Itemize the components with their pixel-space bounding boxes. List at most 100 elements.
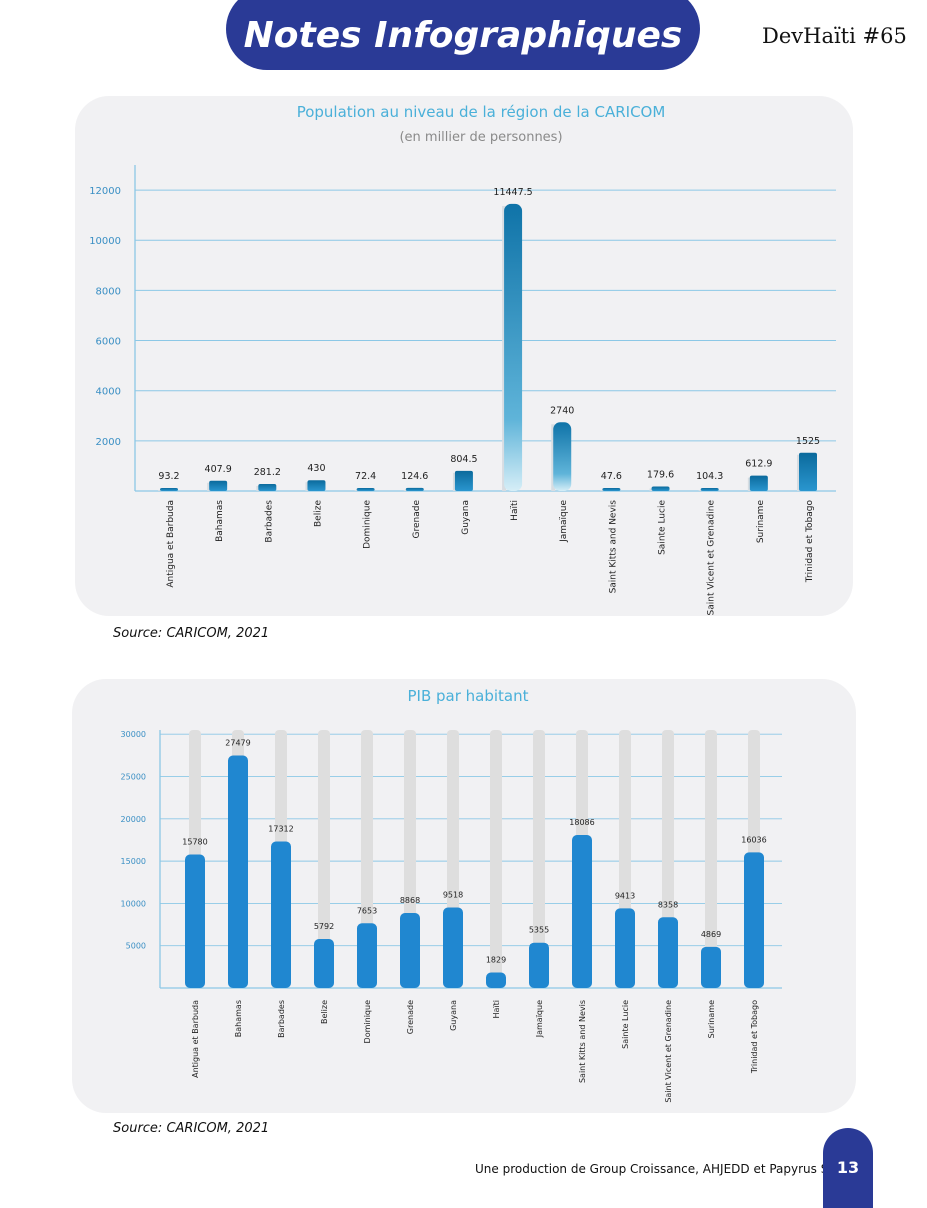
bar-value-label: 2740 <box>550 405 574 416</box>
bar-haiti <box>504 203 523 491</box>
x-tick-label: Suriname <box>756 500 766 544</box>
bar-jamaique <box>529 942 549 988</box>
bar-grenade <box>405 487 424 491</box>
bar-value-label: 9518 <box>443 890 463 899</box>
x-tick-label: Barbades <box>277 1000 286 1038</box>
bar-guyana <box>454 470 473 491</box>
bar-track <box>490 730 502 988</box>
chart1-title: Population au niveau de la région de la … <box>297 103 666 121</box>
gdp-per-capita-chart: PIB par habitant 5000 10000 15000 20000 25000… <box>121 687 782 1103</box>
x-tick-label: Trinidad et Tobago <box>805 500 815 584</box>
x-tick-label: Dominique <box>363 500 373 549</box>
bar-value-label: 124.6 <box>401 471 428 482</box>
bar-haiti <box>486 972 506 988</box>
x-tick-label: Sainte Lucie <box>658 500 668 555</box>
x-tick-label: Grenade <box>412 500 422 539</box>
population-chart-panel <box>75 96 853 616</box>
page-number: 13 <box>823 1128 873 1208</box>
bar-value-label: 281.2 <box>254 467 281 478</box>
chart2-title: PIB par habitant <box>407 687 528 705</box>
chart2-y-tick-label: 5000 <box>126 942 146 951</box>
x-tick-label: Saint Kitts and Nevis <box>608 500 618 594</box>
bar-dominique <box>357 923 377 988</box>
x-tick-label: Saint Vicent et Grenadine <box>664 1000 673 1103</box>
bar-saint-vicent-et-grenadine <box>658 917 678 988</box>
x-tick-label: Saint Kitts and Nevis <box>578 1000 587 1083</box>
header-banner: Notes Infographiques <box>226 0 700 70</box>
bar-value-label: 804.5 <box>450 454 477 465</box>
bar-value-label: 612.9 <box>745 459 772 470</box>
bar-value-label: 8358 <box>658 900 678 909</box>
bar-value-label: 93.2 <box>158 471 179 482</box>
x-tick-label: Bahamas <box>234 1000 243 1037</box>
bar-belize <box>314 939 334 988</box>
chart1-subtitle: (en millier de personnes) <box>399 130 562 145</box>
x-tick-label: Belize <box>320 1000 329 1024</box>
bar-shadow <box>600 490 605 491</box>
bar-value-label: 1525 <box>796 436 820 447</box>
bar-bahamas <box>228 755 248 988</box>
page-header-title: Notes Infographiques <box>243 14 683 56</box>
chart2-y-tick-label: 25000 <box>121 773 146 782</box>
bar-bahamas <box>209 480 228 491</box>
bar-shadow <box>354 490 359 491</box>
bar-shadow <box>403 489 408 491</box>
chart2-y-tick-label: 10000 <box>121 899 146 908</box>
bar-value-label: 407.9 <box>205 464 232 475</box>
bar-sainte-lucie <box>651 486 670 491</box>
chart1-y-tick-label: 10000 <box>89 236 121 247</box>
bar-sainte-lucie <box>615 908 635 988</box>
bar-value-label: 72.4 <box>355 471 376 482</box>
bar-suriname <box>701 946 721 988</box>
bar-shadow <box>158 490 162 491</box>
bar-antigua-et-barbuda <box>185 854 205 988</box>
bar-value-label: 27479 <box>225 739 250 748</box>
bar-dominique <box>356 488 375 491</box>
bar-trinidad-et-tobago <box>799 452 817 491</box>
chart1-y-tick-label: 12000 <box>89 186 121 197</box>
bar-antigua-et-barbuda <box>160 488 178 491</box>
bar-value-label: 1829 <box>486 956 506 965</box>
bar-saint-vicent-et-grenadine <box>700 488 719 491</box>
bar-belize <box>307 480 326 491</box>
bar-barbades <box>271 841 291 988</box>
x-tick-label: Trinidad et Tobago <box>750 1000 759 1074</box>
bar-value-label: 9413 <box>615 891 635 900</box>
bar-guyana <box>443 907 463 988</box>
bar-jamaique <box>553 422 572 491</box>
chart1-source: Source: CARICOM, 2021 <box>113 626 270 641</box>
bar-value-label: 47.6 <box>601 471 622 482</box>
footer-credit: Une production de Group Croissance, AHJE… <box>475 1162 844 1176</box>
chart2-source: Source: CARICOM, 2021 <box>113 1121 270 1136</box>
bar-value-label: 8868 <box>400 896 420 905</box>
chart2-y-tick-label: 15000 <box>121 857 146 866</box>
bar-track <box>318 730 330 988</box>
x-tick-label: Dominique <box>363 1000 372 1044</box>
x-tick-label: Guyana <box>449 1000 458 1031</box>
x-tick-label: Jamaïque <box>559 500 569 543</box>
bar-value-label: 4869 <box>701 930 721 939</box>
bar-value-label: 7653 <box>357 906 377 915</box>
x-tick-label: Sainte Lucie <box>621 1000 630 1049</box>
x-tick-label: Antigua et Barbuda <box>166 500 176 588</box>
bar-value-label: 179.6 <box>647 469 674 480</box>
x-tick-label: Belize <box>313 500 323 527</box>
x-tick-label: Suriname <box>707 1000 716 1038</box>
brand-mark: DevHaïti #65 <box>762 24 907 48</box>
bar-value-label: 5792 <box>314 922 334 931</box>
x-tick-label: Grenade <box>406 1000 415 1034</box>
bar-shadow <box>698 490 703 491</box>
bar-value-label: 11447.5 <box>493 187 532 198</box>
x-tick-label: Haïti <box>492 1000 501 1019</box>
bar-suriname <box>749 475 768 491</box>
bar-saint-kitts-and-nevis <box>572 835 592 988</box>
x-tick-label: Antigua et Barbuda <box>191 1000 200 1078</box>
population-chart: Population au niveau de la région de la … <box>89 103 836 615</box>
chart1-y-tick-label: 8000 <box>96 286 121 297</box>
bar-value-label: 430 <box>307 463 325 474</box>
bar-track <box>533 730 545 988</box>
bar-value-label: 15780 <box>182 838 207 847</box>
bar-value-label: 5355 <box>529 926 549 935</box>
x-tick-label: Jamaïque <box>535 1000 544 1038</box>
bar-value-label: 104.3 <box>696 471 723 482</box>
